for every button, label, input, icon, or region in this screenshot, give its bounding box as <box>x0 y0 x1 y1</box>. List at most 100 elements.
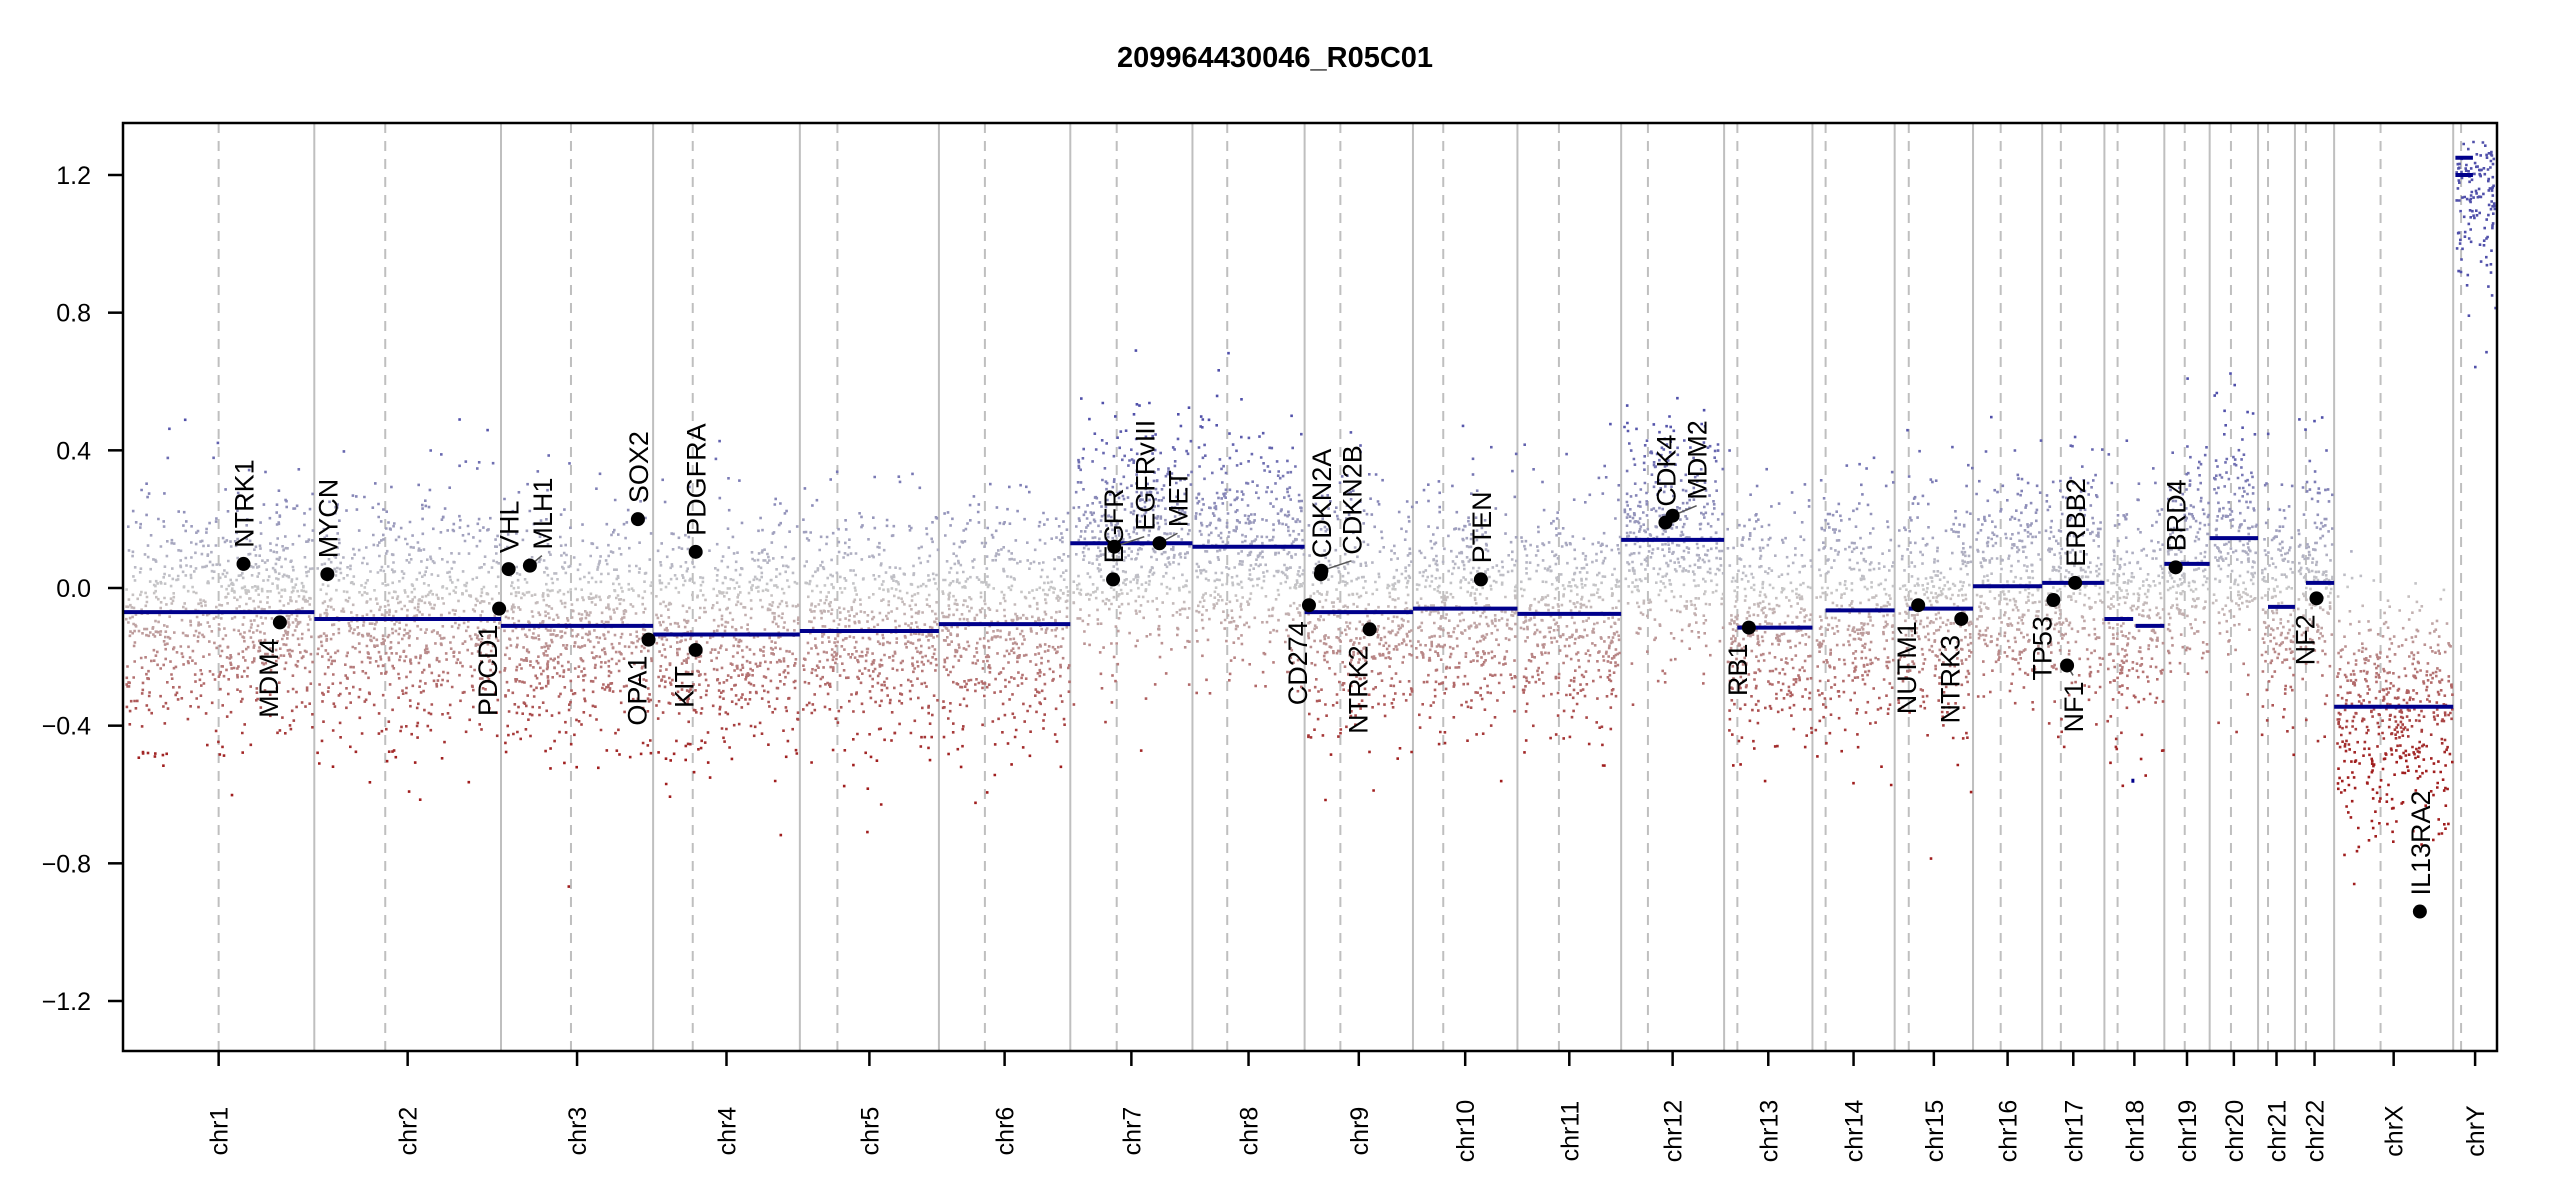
probe-point-cloud <box>661 478 664 482</box>
probe-point-cloud <box>2265 719 2269 722</box>
probe-point-cloud <box>1964 564 1968 568</box>
probe-point-cloud <box>2237 448 2241 452</box>
probe-point-cloud <box>323 672 400 676</box>
x-tick-label-chr17: chr17 <box>2060 1100 2088 1163</box>
probe-point-cloud <box>443 740 446 744</box>
probe-point-cloud <box>1976 695 1986 698</box>
probe-point-cloud <box>900 597 903 600</box>
probe-point-cloud <box>146 751 150 755</box>
probe-point-cloud <box>1900 557 1904 561</box>
probe-point-cloud <box>2358 631 2432 635</box>
probe-point-cloud <box>1650 473 1699 477</box>
probe-point-cloud <box>179 564 208 568</box>
probe-point-cloud <box>559 513 563 516</box>
probe-point-cloud <box>1228 672 1232 676</box>
probe-point-cloud <box>931 521 934 524</box>
probe-point-cloud <box>2405 689 2410 693</box>
probe-point-cloud <box>349 564 352 568</box>
probe-point-cloud <box>947 673 1046 677</box>
probe-point-cloud <box>128 616 274 620</box>
probe-point-cloud <box>164 635 253 639</box>
probe-point-cloud <box>2125 596 2128 599</box>
probe-point-cloud <box>1231 616 1257 620</box>
probe-point-cloud <box>351 494 355 497</box>
probe-point-cloud <box>1307 636 1383 641</box>
probe-point-cloud <box>2157 541 2160 544</box>
probe-point-cloud <box>151 627 226 630</box>
probe-point-cloud <box>337 578 460 582</box>
probe-point-cloud <box>1248 597 1278 601</box>
probe-point-cloud <box>1898 528 1953 532</box>
probe-point-cloud <box>2271 595 2274 599</box>
probe-point-cloud <box>2278 542 2282 546</box>
probe-point-cloud <box>1748 719 1752 723</box>
probe-point-cloud <box>2302 592 2305 596</box>
probe-point-cloud <box>1541 671 1616 674</box>
probe-point-cloud <box>168 427 171 431</box>
probe-point-cloud <box>738 572 782 577</box>
probe-point-cloud <box>655 613 747 617</box>
probe-point-cloud <box>1626 601 1651 605</box>
probe-point-cloud <box>1524 684 1571 688</box>
probe-point-cloud <box>1831 513 1842 518</box>
probe-point-cloud <box>1337 608 1412 612</box>
probe-point-cloud <box>2058 609 2062 612</box>
probe-point-cloud <box>2271 628 2291 632</box>
probe-point-cloud <box>2248 628 2251 631</box>
probe-point-cloud <box>1934 479 1938 482</box>
probe-point-cloud <box>550 638 553 642</box>
probe-point-cloud <box>2233 582 2255 587</box>
probe-point-cloud <box>1309 594 1363 598</box>
probe-point-cloud <box>1421 653 1425 657</box>
probe-point-cloud <box>2440 737 2444 741</box>
probe-point-cloud <box>2222 506 2255 510</box>
probe-point-cloud <box>544 749 619 753</box>
probe-point-cloud <box>2223 542 2250 546</box>
probe-point-cloud <box>2049 617 2068 621</box>
probe-point-cloud <box>485 653 488 657</box>
probe-point-cloud <box>2094 601 2104 604</box>
probe-point-cloud <box>2218 556 2250 561</box>
probe-point-cloud <box>1704 619 1708 622</box>
probe-point-cloud <box>1617 618 1620 621</box>
probe-point-cloud <box>1847 674 1864 677</box>
probe-point-cloud <box>1201 497 1292 502</box>
probe-point-cloud <box>1484 615 1488 619</box>
probe-point-cloud <box>819 599 914 602</box>
probe-point-cloud <box>1855 507 1859 511</box>
probe-point-cloud <box>1466 590 1469 594</box>
probe-point-cloud <box>1573 642 1594 645</box>
probe-point-cloud <box>1942 661 1945 664</box>
probe-point-cloud <box>676 652 775 657</box>
probe-point-cloud <box>1835 509 1855 513</box>
probe-point-cloud <box>2137 675 2149 679</box>
probe-point-cloud <box>948 591 1065 595</box>
probe-point-cloud <box>1537 525 1540 529</box>
probe-point-cloud <box>1427 525 1467 528</box>
probe-point-cloud <box>2155 613 2159 617</box>
probe-point-cloud <box>2017 559 2020 563</box>
probe-point-cloud <box>821 624 901 628</box>
probe-point-cloud <box>1888 703 1892 706</box>
probe-point-cloud <box>339 570 490 575</box>
probe-point-cloud <box>2189 504 2193 507</box>
probe-point-cloud <box>325 592 490 596</box>
probe-point-cloud <box>871 617 938 621</box>
probe-point-cloud <box>1475 529 1479 532</box>
probe-point-cloud <box>1744 648 1748 651</box>
probe-point-cloud <box>229 710 233 714</box>
probe-point-cloud <box>2251 565 2254 569</box>
probe-point-cloud <box>829 572 935 577</box>
probe-point-cloud <box>981 686 984 690</box>
probe-point-cloud <box>1536 563 1540 567</box>
probe-point-cloud <box>846 552 881 557</box>
probe-point-cloud <box>691 552 769 556</box>
probe-point-cloud <box>1455 637 1508 640</box>
chromosome-boundaries <box>217 123 2463 1051</box>
probe-point-cloud <box>1810 726 1813 730</box>
probe-point-cloud <box>2193 599 2196 603</box>
probe-point-cloud <box>1520 586 1613 592</box>
probe-point-cloud <box>2237 623 2241 626</box>
probe-point-cloud <box>1292 661 1295 664</box>
probe-point-cloud <box>1398 747 1402 750</box>
